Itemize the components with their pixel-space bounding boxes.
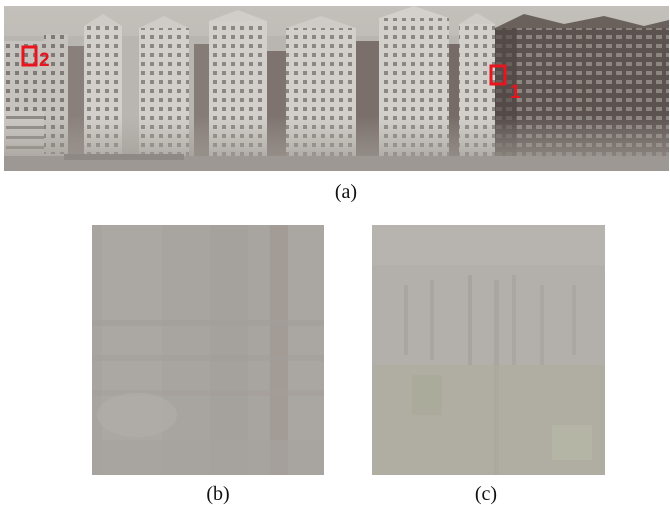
marker-label-2: 2 bbox=[39, 50, 50, 71]
caption-b: (b) bbox=[206, 483, 230, 505]
marker-label-1: 1 bbox=[510, 82, 521, 103]
crop-b-drawing bbox=[92, 225, 324, 475]
marker-box-1 bbox=[489, 64, 507, 86]
crop-c-drawing bbox=[372, 225, 605, 475]
crop-image-c bbox=[372, 225, 605, 475]
crop-image-b bbox=[92, 225, 324, 475]
caption-a: (a) bbox=[334, 181, 358, 203]
panorama-drawing bbox=[4, 6, 669, 171]
marker-box-2 bbox=[21, 45, 38, 67]
panorama-image: 2 1 bbox=[4, 6, 669, 171]
caption-c: (c) bbox=[474, 483, 498, 505]
